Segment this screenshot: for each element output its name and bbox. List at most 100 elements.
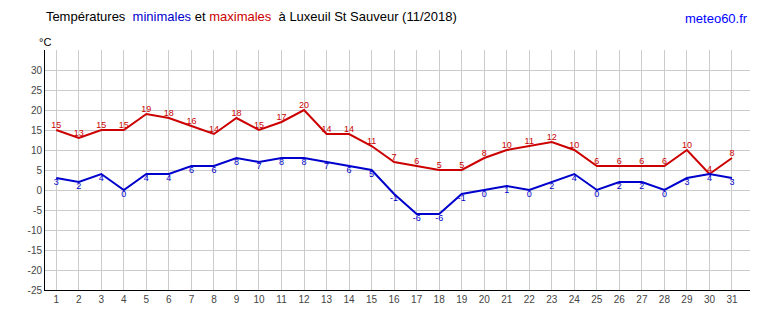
svg-text:meteo60.fr: meteo60.fr bbox=[685, 11, 748, 26]
svg-text:-10: -10 bbox=[28, 225, 43, 236]
svg-text:3: 3 bbox=[54, 177, 59, 187]
svg-text:29: 29 bbox=[681, 294, 693, 305]
svg-text:20: 20 bbox=[479, 294, 491, 305]
svg-text:-1: -1 bbox=[390, 193, 398, 203]
svg-text:8: 8 bbox=[729, 148, 734, 158]
svg-text:10: 10 bbox=[569, 140, 579, 150]
svg-text:17: 17 bbox=[411, 294, 423, 305]
svg-text:30: 30 bbox=[31, 65, 43, 76]
svg-text:1: 1 bbox=[53, 294, 59, 305]
svg-text:14: 14 bbox=[344, 294, 356, 305]
svg-text:25: 25 bbox=[591, 294, 603, 305]
svg-text:16: 16 bbox=[389, 294, 401, 305]
svg-text:0: 0 bbox=[662, 189, 667, 199]
svg-text:10: 10 bbox=[31, 145, 43, 156]
svg-text:11: 11 bbox=[367, 136, 376, 146]
svg-text:18: 18 bbox=[231, 108, 241, 118]
svg-text:17: 17 bbox=[276, 112, 286, 122]
svg-text:10: 10 bbox=[682, 140, 692, 150]
svg-text:6: 6 bbox=[414, 156, 419, 166]
svg-text:9: 9 bbox=[234, 294, 240, 305]
svg-text:°C: °C bbox=[39, 36, 51, 48]
svg-text:26: 26 bbox=[614, 294, 626, 305]
svg-text:0: 0 bbox=[594, 189, 599, 199]
svg-text:8: 8 bbox=[234, 157, 239, 167]
svg-text:19: 19 bbox=[456, 294, 468, 305]
svg-text:5: 5 bbox=[144, 294, 150, 305]
svg-text:6: 6 bbox=[211, 165, 216, 175]
svg-text:21: 21 bbox=[501, 294, 513, 305]
svg-text:2: 2 bbox=[639, 181, 644, 191]
svg-text:8: 8 bbox=[279, 157, 284, 167]
svg-text:11: 11 bbox=[276, 294, 287, 305]
svg-text:5: 5 bbox=[437, 160, 442, 170]
svg-text:4: 4 bbox=[166, 173, 171, 183]
svg-text:6: 6 bbox=[639, 156, 644, 166]
svg-text:7: 7 bbox=[189, 294, 195, 305]
svg-text:5: 5 bbox=[459, 160, 464, 170]
svg-text:6: 6 bbox=[662, 156, 667, 166]
svg-text:4: 4 bbox=[144, 173, 149, 183]
svg-text:-1: -1 bbox=[458, 193, 466, 203]
svg-text:-25: -25 bbox=[28, 285, 43, 296]
svg-text:6: 6 bbox=[189, 165, 194, 175]
svg-text:0: 0 bbox=[121, 189, 126, 199]
svg-text:4: 4 bbox=[707, 173, 712, 183]
svg-text:6: 6 bbox=[594, 156, 599, 166]
svg-text:2: 2 bbox=[549, 181, 554, 191]
svg-text:0: 0 bbox=[36, 185, 42, 196]
svg-text:7: 7 bbox=[324, 161, 329, 171]
svg-text:10: 10 bbox=[502, 140, 512, 150]
svg-text:8: 8 bbox=[302, 157, 307, 167]
svg-text:12: 12 bbox=[547, 132, 557, 142]
svg-text:13: 13 bbox=[321, 294, 333, 305]
svg-text:23: 23 bbox=[546, 294, 558, 305]
svg-text:15: 15 bbox=[31, 125, 43, 136]
svg-text:6: 6 bbox=[617, 156, 622, 166]
svg-text:31: 31 bbox=[726, 294, 738, 305]
svg-text:13: 13 bbox=[74, 128, 84, 138]
svg-text:4: 4 bbox=[572, 173, 577, 183]
svg-text:10: 10 bbox=[253, 294, 265, 305]
svg-text:11: 11 bbox=[525, 136, 534, 146]
svg-text:25: 25 bbox=[31, 85, 43, 96]
svg-text:4: 4 bbox=[99, 173, 104, 183]
svg-text:Températures minimales et max: Températures minimales et maximales à Lu… bbox=[46, 9, 457, 24]
svg-text:8: 8 bbox=[211, 294, 217, 305]
svg-text:15: 15 bbox=[119, 120, 129, 130]
svg-text:5: 5 bbox=[36, 165, 42, 176]
svg-text:14: 14 bbox=[209, 124, 219, 134]
svg-text:3: 3 bbox=[684, 177, 689, 187]
svg-text:30: 30 bbox=[704, 294, 716, 305]
svg-text:20: 20 bbox=[31, 105, 43, 116]
svg-text:8: 8 bbox=[482, 148, 487, 158]
svg-text:15: 15 bbox=[96, 120, 106, 130]
svg-text:0: 0 bbox=[527, 189, 532, 199]
svg-text:1: 1 bbox=[504, 185, 509, 195]
svg-text:2: 2 bbox=[76, 181, 81, 191]
svg-text:12: 12 bbox=[298, 294, 310, 305]
svg-text:-15: -15 bbox=[28, 245, 43, 256]
svg-text:15: 15 bbox=[254, 120, 264, 130]
svg-text:19: 19 bbox=[141, 104, 151, 114]
svg-text:15: 15 bbox=[366, 294, 378, 305]
svg-text:3: 3 bbox=[99, 294, 105, 305]
svg-text:2: 2 bbox=[76, 294, 82, 305]
svg-text:3: 3 bbox=[729, 177, 734, 187]
svg-text:7: 7 bbox=[392, 152, 397, 162]
svg-text:20: 20 bbox=[299, 100, 309, 110]
svg-text:2: 2 bbox=[617, 181, 622, 191]
svg-text:27: 27 bbox=[636, 294, 648, 305]
svg-text:-5: -5 bbox=[33, 205, 42, 216]
svg-text:4: 4 bbox=[707, 164, 712, 174]
svg-text:6: 6 bbox=[347, 165, 352, 175]
svg-text:6: 6 bbox=[166, 294, 172, 305]
svg-text:-6: -6 bbox=[413, 213, 421, 223]
svg-text:16: 16 bbox=[186, 116, 196, 126]
svg-text:15: 15 bbox=[51, 120, 61, 130]
svg-text:7: 7 bbox=[256, 161, 261, 171]
svg-text:18: 18 bbox=[164, 108, 174, 118]
svg-text:-6: -6 bbox=[435, 213, 443, 223]
svg-text:14: 14 bbox=[322, 124, 332, 134]
svg-text:18: 18 bbox=[434, 294, 446, 305]
